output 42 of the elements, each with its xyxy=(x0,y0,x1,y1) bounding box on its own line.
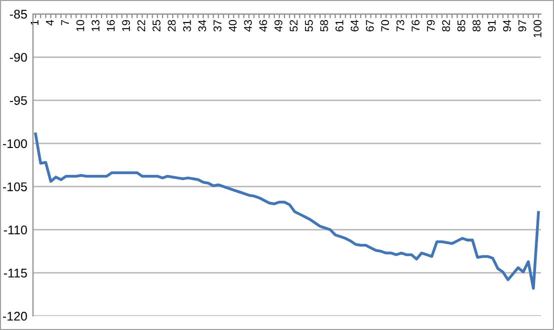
x-tick-label: 16 xyxy=(106,20,115,32)
x-tick-label: 40 xyxy=(228,20,237,32)
x-tick-label: 94 xyxy=(503,20,511,32)
x-tick-label: 85 xyxy=(457,20,466,32)
x-tick-label: 22 xyxy=(137,20,146,32)
x-tick-label: 7 xyxy=(61,20,69,26)
y-tick-label: -90 xyxy=(10,52,27,62)
x-tick-label: 49 xyxy=(274,20,282,32)
y-tick-label: -110 xyxy=(4,226,27,234)
x-tick-label: 79 xyxy=(426,20,435,32)
x-tick-label: 97 xyxy=(518,20,526,32)
x-tick-label: 46 xyxy=(259,20,268,32)
y-tick-label: -95 xyxy=(10,96,27,105)
y-tick-label: -120 xyxy=(2,312,27,321)
x-tick-label: 61 xyxy=(335,20,344,32)
x-tick-label: 43 xyxy=(244,20,252,32)
line-series xyxy=(34,132,540,290)
x-tick-label: 37 xyxy=(214,20,222,32)
x-tick-label: 58 xyxy=(320,20,328,32)
x-tick-label: 28 xyxy=(168,20,176,32)
x-tick-label: 100 xyxy=(534,20,542,38)
x-tick-label: 52 xyxy=(290,20,298,32)
x-tick-label: 70 xyxy=(381,20,390,32)
x-tick-label: 67 xyxy=(366,20,374,32)
x-tick-label: 55 xyxy=(305,20,313,32)
x-tick-label: 19 xyxy=(122,20,130,32)
x-tick-label: 31 xyxy=(183,20,191,32)
y-tick-label: -85 xyxy=(10,10,27,19)
x-tick-label: 73 xyxy=(396,20,404,32)
y-tick-label: -115 xyxy=(4,268,27,278)
x-tick-label: 76 xyxy=(412,20,420,32)
y-tick-label: -105 xyxy=(2,182,27,192)
x-tick-label: 4 xyxy=(46,20,54,26)
x-tick-label: 34 xyxy=(198,20,206,32)
x-tick-label: 64 xyxy=(350,20,359,32)
x-tick-label: 88 xyxy=(472,20,480,32)
x-tick-label: 10 xyxy=(76,20,84,32)
x-tick-label: 13 xyxy=(92,20,100,32)
x-tick-label: 91 xyxy=(488,20,496,32)
x-tick-label: 82 xyxy=(442,20,450,32)
x-tick-label: 25 xyxy=(152,20,160,32)
y-tick-label: -100 xyxy=(2,139,27,148)
